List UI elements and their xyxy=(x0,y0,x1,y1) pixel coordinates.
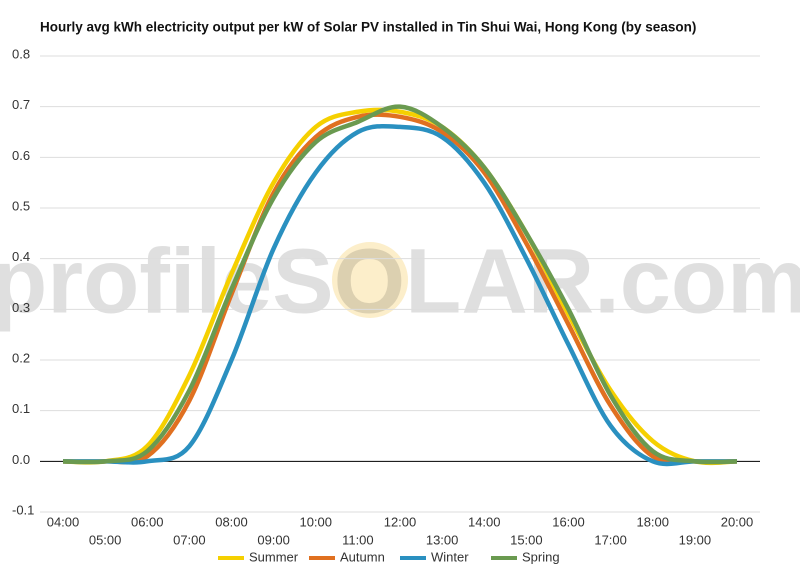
y-tick-label: 0.1 xyxy=(12,401,30,416)
x-tick-label: 10:00 xyxy=(299,514,332,529)
x-tick-label: 14:00 xyxy=(468,514,501,529)
x-tick-label: 04:00 xyxy=(47,514,80,529)
series-line xyxy=(62,104,738,465)
y-tick-label: 0.8 xyxy=(12,46,30,61)
y-tick-label: 0.6 xyxy=(12,148,30,163)
x-tick-label: 08:00 xyxy=(215,514,248,529)
x-tick-label: 06:00 xyxy=(131,514,164,529)
x-tick-label: 17:00 xyxy=(594,532,627,547)
legend-label: Summer xyxy=(249,549,299,564)
x-tick-label: 19:00 xyxy=(679,532,712,547)
y-tick-label: 0.4 xyxy=(12,249,30,264)
series-line xyxy=(62,107,738,466)
series-line xyxy=(62,112,738,465)
y-tick-label: 0.2 xyxy=(12,350,30,365)
x-tick-label: 07:00 xyxy=(173,532,206,547)
x-tick-label: 12:00 xyxy=(384,514,417,529)
x-tick-label: 05:00 xyxy=(89,532,122,547)
y-tick-label: 0.0 xyxy=(12,452,30,467)
x-tick-label: 11:00 xyxy=(342,532,374,547)
x-tick-label: 16:00 xyxy=(552,514,585,529)
x-tick-label: 18:00 xyxy=(636,514,669,529)
legend-label: Winter xyxy=(431,549,469,564)
watermark-sun xyxy=(332,242,408,318)
legend-label: Autumn xyxy=(340,549,385,564)
y-tick-label: 0.3 xyxy=(12,300,30,315)
watermark: profileSOLAR.com xyxy=(0,230,800,332)
series-line xyxy=(63,123,737,467)
legend-label: Spring xyxy=(522,549,560,564)
x-tick-label: 13:00 xyxy=(426,532,459,547)
x-tick-label: 15:00 xyxy=(510,532,543,547)
y-tick-label: 0.5 xyxy=(12,198,30,213)
x-tick-label: 20:00 xyxy=(721,514,754,529)
y-tick-label: -0.1 xyxy=(12,502,34,517)
x-tick-label: 09:00 xyxy=(257,532,290,547)
y-tick-label: 0.7 xyxy=(12,97,30,112)
chart-title: Hourly avg kWh electricity output per kW… xyxy=(40,20,696,35)
